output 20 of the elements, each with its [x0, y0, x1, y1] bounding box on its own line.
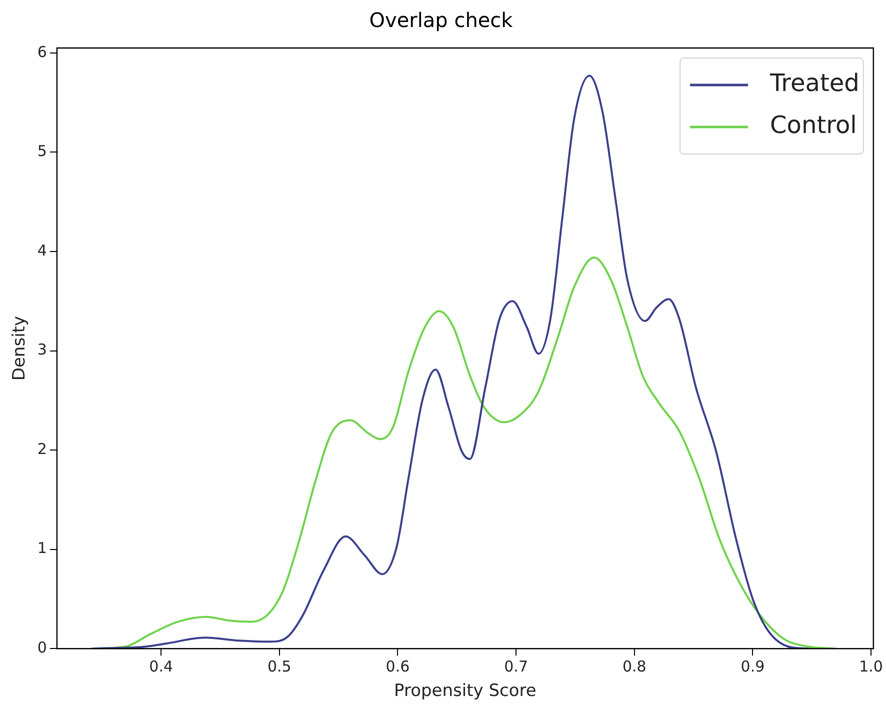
- y-tick-label: 1: [37, 539, 47, 558]
- legend-label: Control: [770, 111, 857, 140]
- y-tick-label: 0: [37, 638, 47, 656]
- x-tick-label: 1.0: [859, 657, 883, 676]
- y-tick-label: 4: [37, 241, 47, 260]
- x-tick-label: 0.4: [149, 657, 173, 676]
- y-tick-label: 5: [37, 142, 47, 160]
- y-tick-label: 3: [37, 340, 47, 359]
- x-tick-label: 0.5: [267, 657, 292, 676]
- y-axis-title: Density: [10, 316, 30, 381]
- chart-title: Overlap check: [369, 8, 514, 32]
- y-tick-label: 2: [37, 440, 47, 458]
- x-tick-label: 0.9: [740, 657, 765, 676]
- legend-label: Treated: [769, 69, 860, 98]
- y-tick-label: 6: [37, 42, 47, 61]
- x-tick-label: 0.6: [386, 657, 410, 676]
- x-tick-label: 0.7: [504, 657, 528, 676]
- x-axis-title: Propensity Score: [394, 681, 536, 702]
- line-series: [90, 256, 837, 649]
- x-tick-label: 0.8: [622, 657, 646, 676]
